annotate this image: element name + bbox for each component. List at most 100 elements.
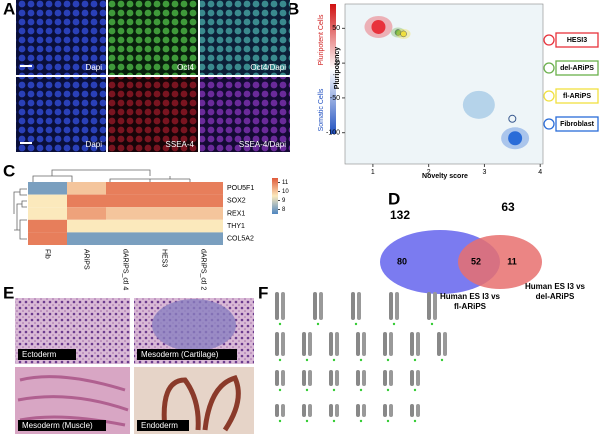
chromosome xyxy=(335,370,339,386)
chromosome xyxy=(308,370,312,386)
chromosome xyxy=(389,332,393,356)
count: 52 xyxy=(471,256,481,266)
panel-label: B xyxy=(287,0,299,18)
set-total: 132 xyxy=(390,208,410,222)
colorbar-tick-label: 9 xyxy=(282,198,286,204)
chromosome xyxy=(329,404,333,417)
panel-e: Ectoderm Mesoderm (Cartilage) Mesoderm (… xyxy=(15,298,254,434)
chromosome xyxy=(389,404,393,417)
colorbar-label: Somatic Cells xyxy=(318,88,325,131)
heatmap-cell xyxy=(145,182,184,195)
heatmap-cell xyxy=(184,232,223,245)
micrograph xyxy=(200,77,290,152)
image-label: Endoderm xyxy=(141,421,178,430)
heatmap-cell xyxy=(67,232,106,245)
colorbar-label: Pluripotent Cells xyxy=(318,14,325,65)
heatmap-cell xyxy=(106,232,145,245)
chromosome-number xyxy=(386,388,390,392)
x-tick-label: 3 xyxy=(482,169,486,176)
heatmap-cell xyxy=(67,207,106,220)
chromosome xyxy=(410,404,414,417)
image-label: Dapi xyxy=(86,63,103,72)
y-tick-label: -50 xyxy=(330,95,340,102)
panel-label: A xyxy=(3,0,15,18)
heatmap-cell xyxy=(28,207,67,220)
colorbar xyxy=(330,4,336,134)
panel-d: 132 63 80 52 11 Human ES I3 vs fl-ARiPS … xyxy=(380,200,586,311)
panel-label: D xyxy=(388,189,400,208)
chromosome xyxy=(437,332,441,356)
label-box xyxy=(18,420,106,431)
row-label: SOX2 xyxy=(227,198,246,205)
x-tick-label: 4 xyxy=(538,169,542,176)
chromosome xyxy=(335,404,339,417)
chromosome xyxy=(281,292,285,320)
heatmap-cell xyxy=(28,194,67,208)
chromosome xyxy=(308,404,312,417)
chromosome xyxy=(410,370,414,386)
chromosome xyxy=(329,332,333,356)
column-label: ARiPS xyxy=(83,249,90,270)
row-label: REX1 xyxy=(227,210,245,217)
chromosome xyxy=(416,404,420,417)
y-tick-label: -100 xyxy=(326,130,340,137)
legend-box xyxy=(555,32,599,48)
legend-marker xyxy=(543,118,555,130)
image-label: Dapi xyxy=(86,140,103,149)
heatmap-cell xyxy=(145,194,184,208)
cluster xyxy=(508,131,523,146)
x-tick-label: 1 xyxy=(371,169,375,176)
venn-set xyxy=(458,235,542,289)
row-label: COL5A2 xyxy=(227,236,254,243)
chromosome-number xyxy=(332,388,336,392)
legend-marker xyxy=(543,90,555,102)
chromosome xyxy=(302,370,306,386)
heatmap-cell xyxy=(184,182,223,195)
panel-label: F xyxy=(258,283,268,302)
set-label: del-ARiPS xyxy=(536,292,575,301)
chromosome xyxy=(275,370,279,386)
chromosome xyxy=(443,332,447,356)
image-label: SSEA-4/Dapi xyxy=(239,140,286,149)
chromosome xyxy=(275,404,279,417)
heatmap-cell xyxy=(106,194,145,208)
chromosome-number xyxy=(359,419,363,423)
legend-box xyxy=(555,88,599,104)
panel-label: E xyxy=(3,283,14,302)
chromosome xyxy=(362,404,366,417)
panel-b: Pluripotent Cells Somatic Cells Pluripot… xyxy=(318,3,599,180)
legend-label: HESI3 xyxy=(567,37,587,44)
micrograph xyxy=(108,0,198,75)
heatmap-cell xyxy=(28,182,67,195)
label-box xyxy=(137,349,237,360)
heatmap-cell xyxy=(145,232,184,245)
chromosome xyxy=(389,370,393,386)
chromosome xyxy=(281,332,285,356)
row-label: POU5F1 xyxy=(227,185,254,192)
colorbar-tick-label: 10 xyxy=(282,189,289,195)
colorbar-tick-label: 8 xyxy=(282,207,286,213)
column-label: Fib xyxy=(44,249,51,259)
chromosome-number xyxy=(305,419,309,423)
histology-feature xyxy=(17,375,129,427)
panel-label: C xyxy=(3,161,15,180)
heatmap-cell xyxy=(106,219,145,233)
heatmap-cell xyxy=(67,194,106,208)
legend-box xyxy=(555,60,599,76)
legend-label: del-ARiPS xyxy=(560,65,594,72)
chromosome-number xyxy=(392,322,396,326)
legend-box xyxy=(555,116,599,132)
chromosome xyxy=(319,292,323,320)
image-label: Ectoderm xyxy=(22,350,57,359)
chromosome xyxy=(410,332,414,356)
chromosome xyxy=(356,404,360,417)
x-tick-label: 2 xyxy=(427,169,431,176)
density xyxy=(462,90,495,119)
cluster xyxy=(371,19,386,34)
chromosome xyxy=(275,332,279,356)
heatmap-cell xyxy=(28,219,67,233)
chromosome-number xyxy=(386,419,390,423)
row-label: THY1 xyxy=(227,223,245,230)
set-total: 63 xyxy=(501,200,515,214)
dendrogram xyxy=(13,188,27,240)
